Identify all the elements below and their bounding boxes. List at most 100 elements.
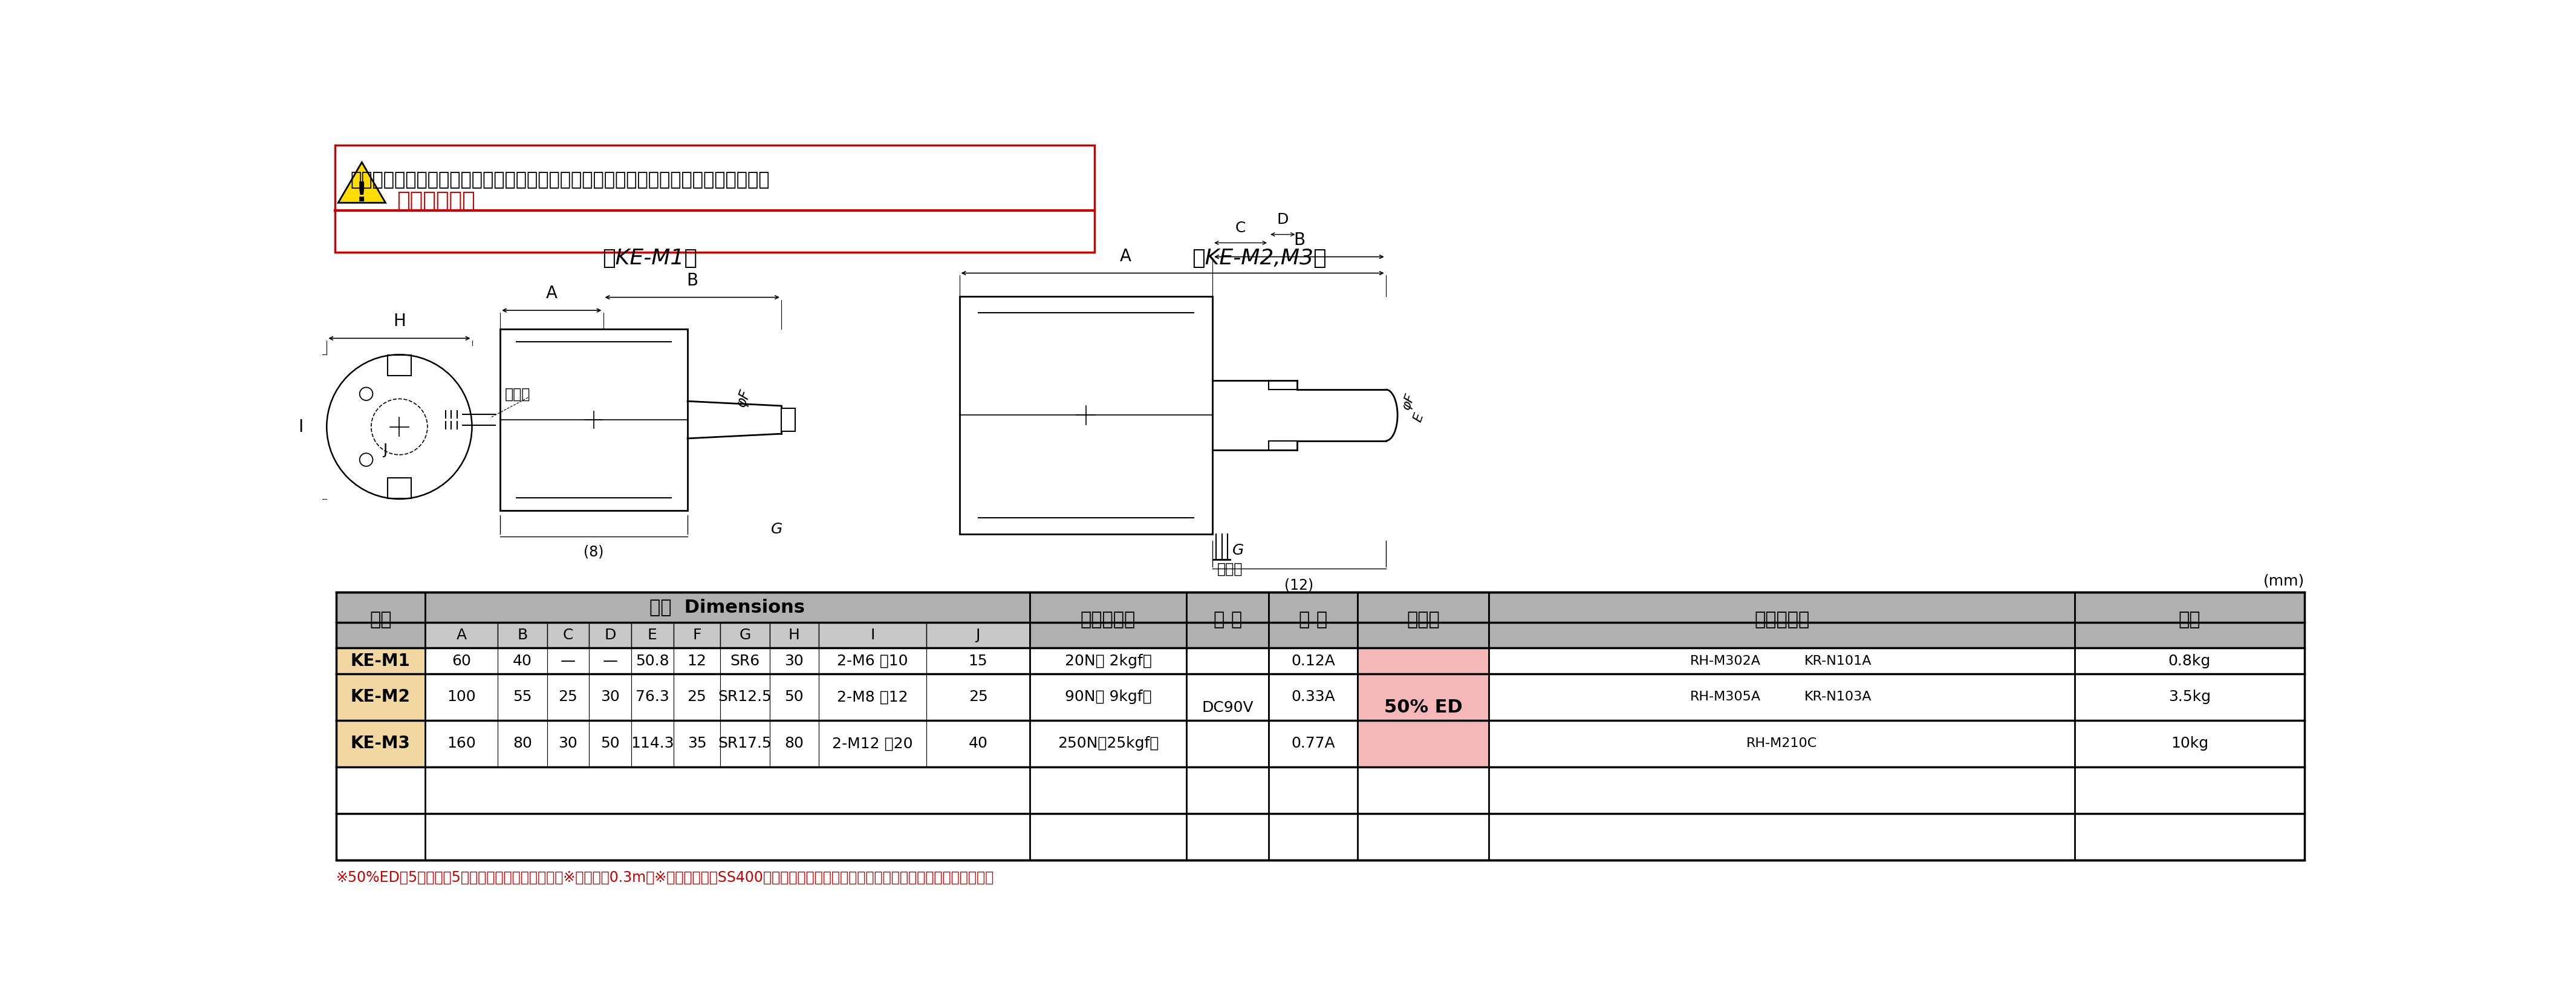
Bar [1358,648,1489,767]
Bar [2074,674,2306,720]
Text: 電 流: 電 流 [1298,611,1327,629]
Bar [546,720,590,767]
Bar [1489,623,2074,648]
Bar [819,592,927,623]
Bar [927,720,1030,767]
Bar [425,592,497,623]
Text: 使用率: 使用率 [1406,611,1440,629]
Text: 50% ED: 50% ED [1383,698,1463,716]
Bar [1030,720,1188,767]
Bar [1358,648,1489,674]
Text: 寸法  Dimensions: 寸法 Dimensions [649,599,806,616]
Bar [497,592,546,623]
Text: 適用整流器: 適用整流器 [1754,611,1808,629]
Bar [2074,648,2306,674]
Bar [2074,592,2306,623]
Text: 114.3: 114.3 [631,736,675,751]
Bar [721,648,770,674]
Bar [500,329,688,510]
Text: 〈KE-M2,M3〉: 〈KE-M2,M3〉 [1193,248,1327,269]
Bar [927,674,1030,720]
Bar [721,674,770,720]
Bar [335,145,1095,252]
Bar [770,674,819,720]
Bar [335,720,425,767]
Text: 25: 25 [559,690,577,704]
Text: 80: 80 [513,736,533,751]
Bar [425,674,497,720]
Bar [335,648,425,674]
Bar [672,674,721,720]
Text: 25: 25 [688,690,706,704]
Text: 0.33A: 0.33A [1291,690,1334,704]
Text: SR12.5: SR12.5 [719,690,773,704]
Bar [335,592,425,648]
Text: 50: 50 [786,690,804,704]
Text: I: I [871,628,876,643]
Text: G: G [739,628,750,643]
Text: 20N（ 2kgf）: 20N（ 2kgf） [1064,654,1151,668]
Text: C: C [1236,221,1247,236]
Text: DC90V: DC90V [1203,700,1255,714]
Text: SR6: SR6 [729,654,760,668]
Text: 100: 100 [448,690,477,704]
Bar [1188,623,1267,648]
Text: 90N（ 9kgf）: 90N（ 9kgf） [1064,690,1151,704]
Text: 60: 60 [451,654,471,668]
Text: (12): (12) [1285,578,1314,593]
Bar [1030,623,1188,648]
Bar [546,623,590,648]
Text: 76.3: 76.3 [636,690,670,704]
Bar [497,623,546,648]
Text: 35: 35 [688,736,706,751]
Text: A: A [456,628,466,643]
Bar [1358,720,1489,767]
Text: KE-M1: KE-M1 [350,653,410,670]
Text: 40: 40 [969,736,987,751]
Text: 2-M8 深12: 2-M8 深12 [837,690,909,704]
Text: !: ! [355,181,368,207]
Bar [2074,720,2306,767]
Bar [1489,592,2074,623]
Bar [546,592,590,623]
Bar [1267,592,1358,648]
Text: D: D [1278,213,1288,227]
Text: 80: 80 [786,736,804,751]
Bar [590,592,631,623]
Text: 12: 12 [688,654,706,668]
Bar [631,648,672,674]
Text: 25: 25 [969,690,987,704]
Bar [1188,592,1267,623]
Text: 50.8: 50.8 [636,654,670,668]
Bar [425,592,1030,623]
Bar [721,592,770,623]
Text: A: A [1121,248,1131,265]
Bar [631,674,672,720]
Text: 50: 50 [600,736,621,751]
Text: 30: 30 [786,654,804,668]
Bar [721,623,770,648]
Text: 吸着面の錆・傷等は吸着力に影響を与えますので、定期的に補修を行ってください。: 吸着面の錆・傷等は吸着力に影響を与えますので、定期的に補修を行ってください。 [350,171,770,189]
Text: RH-M305A: RH-M305A [1690,691,1762,703]
Bar [958,297,1213,534]
Text: 使用上の注意: 使用上の注意 [397,191,477,211]
Bar [590,720,631,767]
Bar [631,592,672,623]
Bar [1188,648,1267,767]
Bar [425,648,497,674]
Bar [1489,720,2074,767]
Bar [497,720,546,767]
Polygon shape [337,162,386,203]
Text: φF: φF [734,387,755,409]
Text: φF: φF [1399,391,1417,411]
Text: SR17.5: SR17.5 [719,736,773,751]
Text: A: A [546,285,556,301]
Text: E: E [647,628,657,643]
Text: E: E [1412,411,1427,424]
Text: 55: 55 [513,690,531,704]
Text: 160: 160 [448,736,477,751]
Text: J: J [976,628,981,643]
Text: ※50%ED（5分通電、5分休止の繰り返し周期）　※コード長0.3m　※最大吸着力はSS400ブロック平坦面に先端を接触させ垂直に引き上げた値です。: ※50%ED（5分通電、5分休止の繰り返し周期） ※コード長0.3m ※最大吸着… [335,871,994,885]
Bar [590,623,631,648]
Bar [927,592,1030,623]
